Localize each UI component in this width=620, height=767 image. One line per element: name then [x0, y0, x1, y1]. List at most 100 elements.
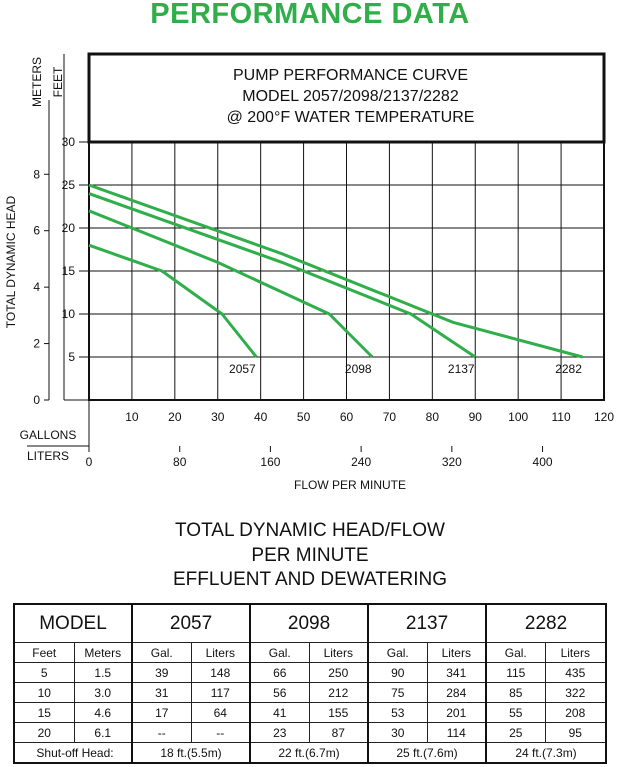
- table-cell: 435: [544, 662, 607, 683]
- table-title-line-1: TOTAL DYNAMIC HEAD/FLOW: [175, 520, 445, 541]
- table-cell: 55: [485, 702, 546, 723]
- liters-tick-label: 240: [351, 455, 371, 469]
- table-cell: 10: [13, 682, 75, 703]
- shutoff-2057: 18 ft.(5.5m): [131, 742, 251, 764]
- gallons-tick-label: 110: [552, 410, 571, 424]
- subheader-cell: Gal.: [367, 642, 428, 663]
- table-cell: 115: [485, 662, 546, 683]
- page-banner: PERFORMANCE DATA: [150, 0, 470, 30]
- shutoff-label: Shut-off Head:: [13, 742, 133, 764]
- table-cell: 17: [131, 702, 192, 723]
- meters-tick-label: 8: [33, 167, 40, 181]
- table-cell: 90: [367, 662, 428, 683]
- series-line-2098: [88, 209, 374, 359]
- table-cell: 250: [308, 662, 369, 683]
- series-label-2057: 2057: [229, 362, 256, 376]
- feet-tick-label: 5: [68, 350, 75, 364]
- table-cell: 212: [308, 682, 369, 703]
- table-row: 20 6.1 -- -- 23 87 30 114 25 95: [13, 722, 607, 743]
- table-cell: --: [131, 722, 192, 743]
- table-header-row: MODEL 2057 2098 2137 2282: [13, 603, 607, 643]
- shutoff-2137: 25 ft.(7.6m): [367, 742, 487, 764]
- series-line-2057: [88, 243, 258, 358]
- table-cell: 56: [249, 682, 310, 703]
- model-2137-header: 2137: [367, 603, 487, 643]
- subheader-cell: Gal.: [131, 642, 192, 663]
- feet-tick-label: 30: [62, 135, 76, 149]
- gallons-tick-label: 10: [125, 410, 139, 424]
- table-cell: 23: [249, 722, 310, 743]
- chart-title-line: PUMP PERFORMANCE CURVE: [233, 67, 468, 84]
- table-cell: 25: [485, 722, 546, 743]
- subheader-cell: Feet: [13, 642, 75, 663]
- series-line-2137: [88, 192, 477, 359]
- series-line-2282: [88, 183, 583, 359]
- table-cell: --: [190, 722, 251, 743]
- table-cell: 20: [13, 722, 75, 743]
- table-cell: 155: [308, 702, 369, 723]
- subheader-cell: Meters: [73, 642, 133, 663]
- liters-tick-label: 400: [533, 455, 553, 469]
- meters-tick-label: 0: [33, 393, 40, 407]
- table-cell: 1.5: [73, 662, 133, 683]
- meters-tick-label: 4: [33, 280, 40, 294]
- model-2098-header: 2098: [249, 603, 369, 643]
- table-cell: 4.6: [73, 702, 133, 723]
- head-flow-table: MODEL 2057 2098 2137 2282 Feet Meters Ga…: [13, 603, 608, 764]
- subheader-cell: Liters: [544, 642, 607, 663]
- table-cell: 95: [544, 722, 607, 743]
- table-cell: 31: [131, 682, 192, 703]
- liters-tick-label: 80: [173, 455, 187, 469]
- table-cell: 117: [190, 682, 251, 703]
- table-cell: 114: [426, 722, 487, 743]
- gallons-tick-label: 60: [340, 410, 354, 424]
- shutoff-2282: 24 ft.(7.3m): [485, 742, 607, 764]
- table-title-line-2: PER MINUTE: [251, 545, 369, 566]
- series-label-2098: 2098: [345, 362, 372, 376]
- table-cell: 75: [367, 682, 428, 703]
- table-cell: 85: [485, 682, 546, 703]
- gallons-tick-label: 90: [469, 410, 483, 424]
- liters-tick-label: 160: [260, 455, 280, 469]
- table-cell: 148: [190, 662, 251, 683]
- gallons-tick-label: 120: [594, 410, 614, 424]
- gallons-tick-label: 100: [508, 410, 528, 424]
- table-cell: 53: [367, 702, 428, 723]
- table-cell: 87: [308, 722, 369, 743]
- gallons-tick-label: 70: [383, 410, 397, 424]
- liters-unit-label: LITERS: [27, 449, 69, 463]
- feet-tick-label: 10: [62, 307, 76, 321]
- table-cell: 208: [544, 702, 607, 723]
- feet-tick-label: 15: [62, 264, 76, 278]
- meters-unit-label: METERS: [30, 57, 44, 107]
- table-subheader-row: Feet Meters Gal. Liters Gal. Liters Gal.…: [13, 642, 607, 663]
- table-cell: 39: [131, 662, 192, 683]
- table-cell: 341: [426, 662, 487, 683]
- table-row: 10 3.0 31 117 56 212 75 284 85 322: [13, 682, 607, 703]
- feet-unit-label: FEET: [51, 66, 65, 97]
- chart-title-line: MODEL 2057/2098/2137/2282: [242, 88, 459, 105]
- table-title-line-3: EFFLUENT AND DEWATERING: [172, 569, 448, 590]
- series-label-2137: 2137: [448, 362, 475, 376]
- table-cell: 41: [249, 702, 310, 723]
- gallons-tick-label: 80: [426, 410, 440, 424]
- table-cell: 30: [367, 722, 428, 743]
- model-2282-header: 2282: [485, 603, 607, 643]
- feet-tick-label: 20: [62, 221, 76, 235]
- y-axis-title: TOTAL DYNAMIC HEAD: [4, 195, 18, 328]
- model-header: MODEL: [13, 603, 133, 643]
- gallons-tick-label: 20: [168, 410, 182, 424]
- table-row: 15 4.6 17 64 41 155 53 201 55 208: [13, 702, 607, 723]
- subheader-cell: Gal.: [249, 642, 310, 663]
- table-cell: 322: [544, 682, 607, 703]
- table-cell: 66: [249, 662, 310, 683]
- table-cell: 3.0: [73, 682, 133, 703]
- series-label-2282: 2282: [555, 362, 582, 376]
- performance-chart: PUMP PERFORMANCE CURVE MODEL 2057/2098/21…: [4, 52, 614, 492]
- subheader-cell: Liters: [426, 642, 487, 663]
- subheader-cell: Liters: [190, 642, 251, 663]
- model-2057-header: 2057: [131, 603, 251, 643]
- meters-tick-label: 2: [33, 337, 40, 351]
- x-axis-title: FLOW PER MINUTE: [294, 478, 406, 492]
- feet-tick-label: 25: [62, 178, 76, 192]
